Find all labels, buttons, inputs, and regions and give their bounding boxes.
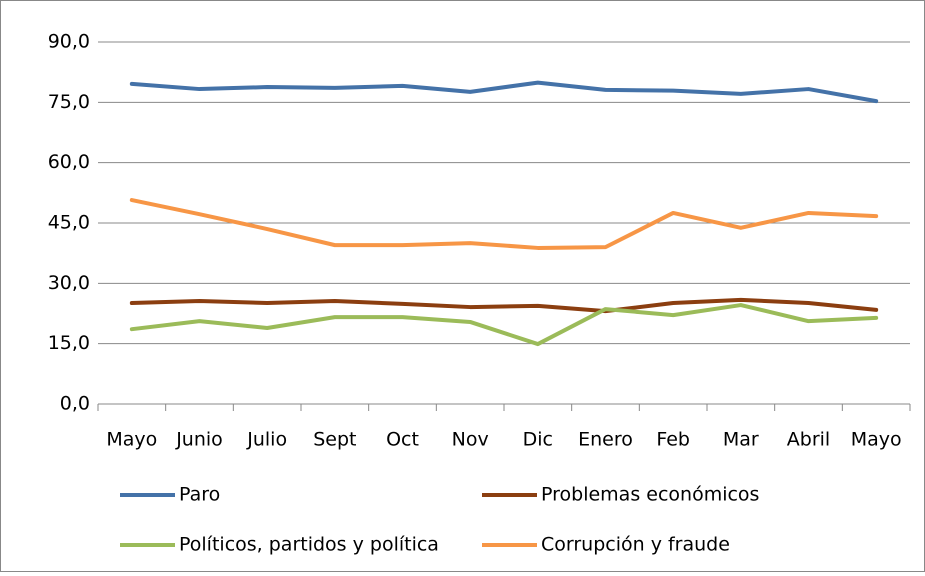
series-line bbox=[129, 80, 879, 104]
series-line bbox=[129, 198, 879, 250]
x-tick-label: Enero bbox=[578, 429, 633, 451]
y-tick-label: 75,0 bbox=[48, 91, 90, 113]
x-tick-label: Julio bbox=[246, 429, 287, 451]
y-tick-label: 15,0 bbox=[48, 332, 90, 354]
y-tick-label: 0,0 bbox=[60, 393, 90, 415]
x-tick-label: Abril bbox=[787, 429, 830, 451]
y-tick-label: 30,0 bbox=[48, 272, 90, 294]
x-tick-label: Mar bbox=[723, 429, 759, 451]
y-tick-label: 45,0 bbox=[48, 212, 90, 234]
x-tick-label: Nov bbox=[452, 429, 489, 451]
x-tick-label: Sept bbox=[313, 429, 356, 451]
x-tick-label: Oct bbox=[386, 429, 419, 451]
y-tick-label: 60,0 bbox=[48, 151, 90, 173]
series-line bbox=[129, 297, 879, 314]
x-tick-label: Mayo bbox=[106, 429, 157, 451]
x-tick-label: Feb bbox=[656, 429, 690, 451]
x-tick-label: Mayo bbox=[851, 429, 902, 451]
y-tick-label: 90,0 bbox=[48, 31, 90, 53]
x-tick-label: Junio bbox=[175, 429, 223, 451]
legend-label: Políticos, partidos y política bbox=[179, 534, 439, 556]
legend-label: Problemas económicos bbox=[541, 484, 759, 506]
legend-label: Paro bbox=[179, 484, 220, 506]
legend-label: Corrupción y fraude bbox=[541, 534, 730, 556]
series-line bbox=[129, 303, 879, 347]
x-tick-label: Dic bbox=[523, 429, 553, 451]
